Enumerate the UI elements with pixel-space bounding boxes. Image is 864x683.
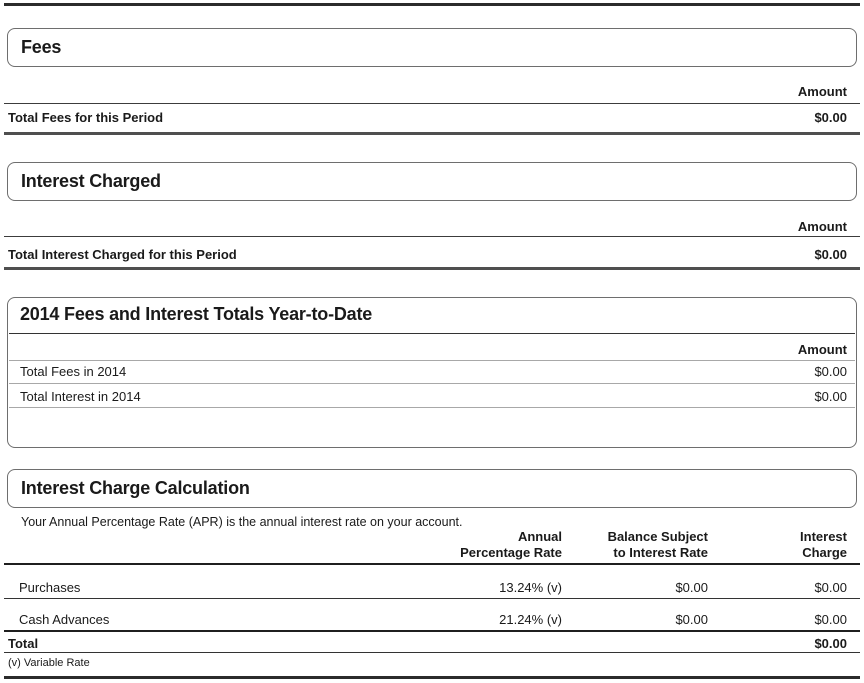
column-header-balance-line2: to Interest Rate — [613, 544, 708, 560]
purchases-charge-value: $0.00 — [814, 580, 847, 595]
interest-charged-amount-divider — [4, 236, 860, 237]
page-top-divider — [4, 3, 860, 6]
calc-total-label: Total — [8, 636, 39, 651]
calc-total-charge-value: $0.00 — [814, 636, 847, 651]
ytd-fees-value: $0.00 — [814, 364, 847, 379]
cash-advances-balance-value: $0.00 — [675, 612, 708, 627]
column-header-balance-line1: Balance Subject — [607, 529, 708, 544]
purchases-row-divider — [4, 598, 860, 599]
fees-amount-divider — [4, 103, 860, 104]
apr-description: Your Annual Percentage Rate (APR) is the… — [21, 515, 463, 529]
column-header-apr-line1: Annual — [517, 529, 562, 544]
cash-advances-charge-value: $0.00 — [814, 612, 847, 627]
column-header-apr: Annual Percentage Rate — [460, 529, 562, 560]
fees-amount-column-header: Amount — [797, 84, 847, 99]
column-header-apr-line2: Percentage Rate — [460, 544, 562, 560]
fees-total-value: $0.00 — [814, 110, 847, 125]
purchases-balance-value: $0.00 — [675, 580, 708, 595]
ytd-fees-label: Total Fees in 2014 — [20, 364, 127, 379]
interest-charged-header-box: Interest Charged — [7, 162, 857, 201]
column-header-charge: Interest Charge — [800, 529, 847, 560]
cash-advances-label: Cash Advances — [19, 612, 110, 627]
ytd-amount-column-header: Amount — [797, 342, 847, 357]
column-header-charge-line2: Charge — [802, 544, 847, 560]
table-header-divider — [4, 563, 860, 565]
cash-advances-apr-value: 21.24% (v) — [499, 612, 562, 627]
ytd-box — [7, 297, 857, 448]
ytd-fees-row: Total Fees in 2014 $0.00 — [20, 364, 847, 379]
purchases-label: Purchases — [19, 580, 81, 595]
fees-total-row: Total Fees for this Period $0.00 — [8, 110, 847, 125]
ytd-row-divider-1 — [9, 383, 855, 384]
column-header-charge-line1: Interest — [800, 529, 847, 544]
fees-bottom-divider — [4, 132, 860, 135]
purchases-apr-value: 13.24% (v) — [499, 580, 562, 595]
interest-charged-total-value: $0.00 — [814, 247, 847, 262]
calc-total-divider — [4, 652, 860, 653]
interest-calc-title: Interest Charge Calculation — [21, 478, 250, 498]
interest-charged-total-label: Total Interest Charged for this Period — [8, 247, 237, 262]
ytd-interest-value: $0.00 — [814, 389, 847, 404]
ytd-title: 2014 Fees and Interest Totals Year-to-Da… — [20, 304, 373, 324]
fees-total-label: Total Fees for this Period — [8, 110, 164, 125]
ytd-amount-divider — [9, 360, 855, 361]
fees-section-title: Fees — [21, 37, 62, 57]
interest-charged-amount-column-header: Amount — [797, 219, 847, 234]
cash-advances-row-divider — [4, 630, 860, 632]
interest-charged-total-row: Total Interest Charged for this Period $… — [8, 247, 847, 262]
ytd-title-divider — [9, 333, 855, 334]
interest-charged-title: Interest Charged — [21, 171, 161, 191]
ytd-row-divider-2 — [9, 407, 855, 408]
column-header-balance: Balance Subject to Interest Rate — [608, 529, 708, 560]
page-bottom-divider — [4, 676, 860, 679]
fees-section-header-box: Fees — [7, 28, 857, 67]
interest-charged-bottom-divider — [4, 267, 860, 270]
ytd-interest-row: Total Interest in 2014 $0.00 — [20, 389, 847, 404]
interest-calc-header-box: Interest Charge Calculation — [7, 469, 857, 508]
ytd-interest-label: Total Interest in 2014 — [20, 389, 141, 404]
variable-rate-footnote: (v) Variable Rate — [8, 657, 90, 669]
